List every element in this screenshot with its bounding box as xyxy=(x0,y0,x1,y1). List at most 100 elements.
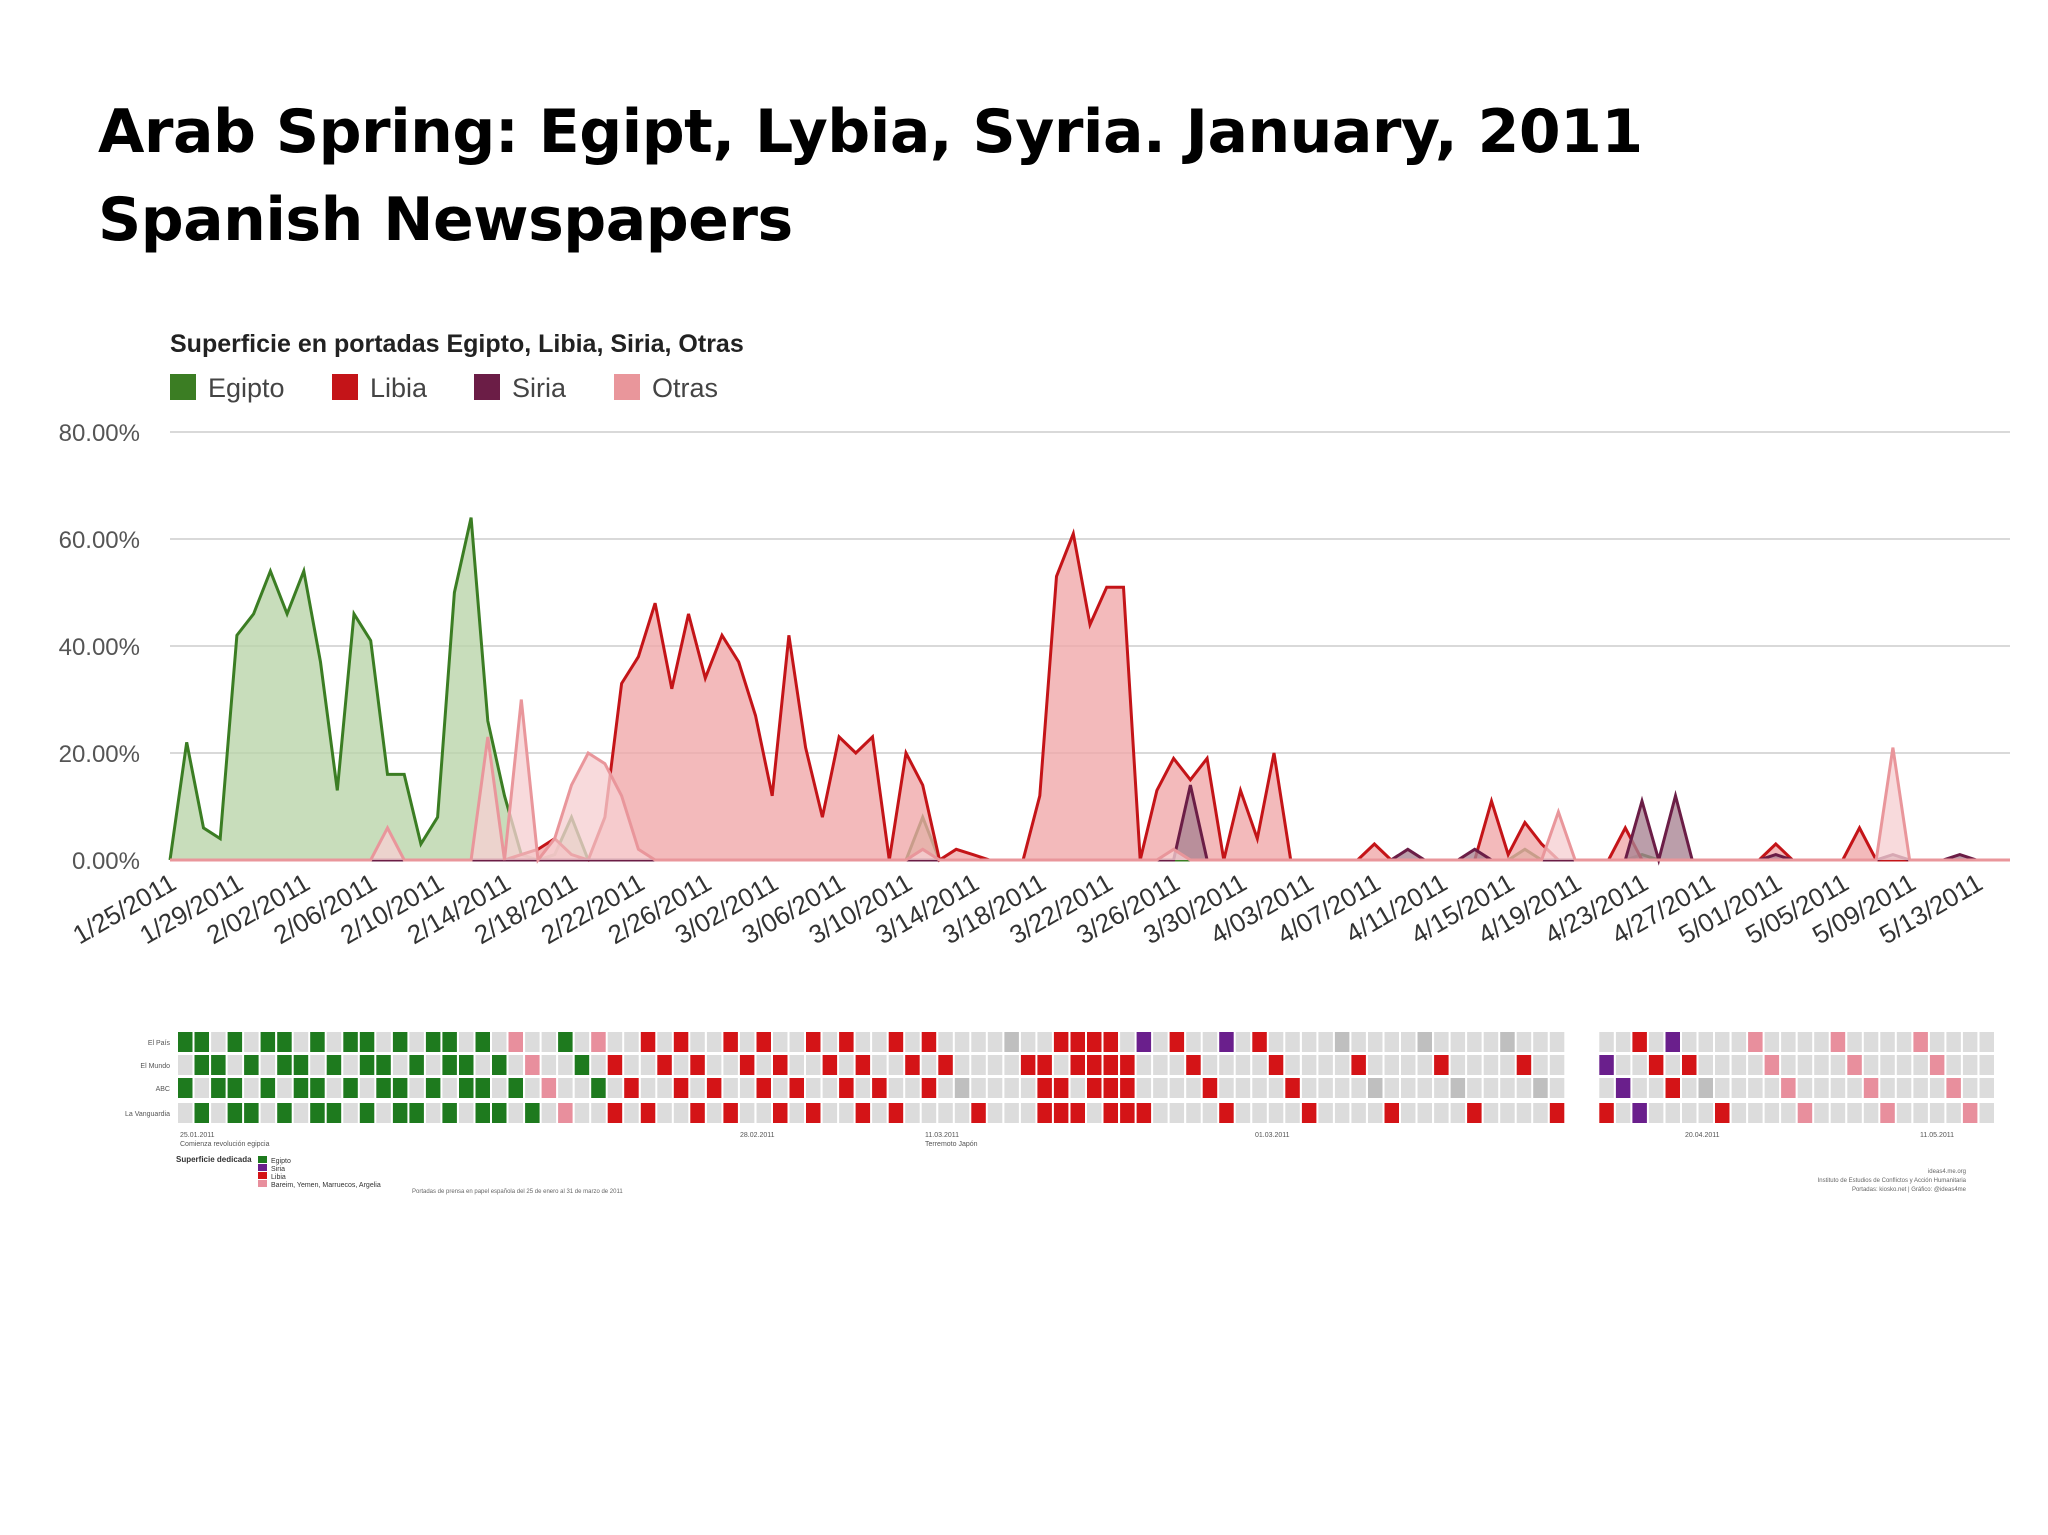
front-page-cell xyxy=(1962,1055,1978,1075)
front-page-cell xyxy=(1318,1055,1333,1075)
front-page-cell xyxy=(1946,1055,1961,1075)
front-page-cell xyxy=(607,1103,623,1123)
front-page-cell xyxy=(1087,1103,1102,1123)
front-page-cell xyxy=(525,1078,540,1098)
front-page-cell xyxy=(673,1055,689,1075)
front-page-cell xyxy=(1053,1103,1069,1123)
front-page-cell xyxy=(1087,1078,1102,1098)
front-page-cell xyxy=(525,1055,540,1075)
front-page-cell xyxy=(1268,1032,1284,1052)
front-page-cell xyxy=(392,1103,408,1123)
front-page-cell xyxy=(459,1055,474,1075)
front-page-cell xyxy=(1847,1055,1862,1075)
front-page-cell xyxy=(1467,1078,1482,1098)
front-page-cell xyxy=(1153,1032,1168,1052)
front-page-cell xyxy=(1153,1078,1168,1098)
front-page-cell xyxy=(1318,1078,1333,1098)
front-page-cell xyxy=(1120,1078,1135,1098)
legend-swatch-libia xyxy=(332,374,358,400)
strip-legend-label: Siria xyxy=(271,1166,285,1173)
front-page-cell xyxy=(392,1078,408,1098)
front-page-cell xyxy=(657,1055,672,1075)
front-page-cell xyxy=(1549,1078,1565,1098)
front-page-cell xyxy=(888,1055,904,1075)
front-page-cell xyxy=(376,1078,391,1098)
front-page-cell xyxy=(376,1032,391,1052)
front-page-cell xyxy=(1235,1055,1251,1075)
front-page-cell xyxy=(508,1078,523,1098)
front-page-cell xyxy=(277,1032,292,1052)
front-page-cell xyxy=(1880,1032,1895,1052)
front-page-cell xyxy=(1781,1055,1796,1075)
front-page-cell xyxy=(1665,1055,1680,1075)
front-page-cell xyxy=(673,1078,689,1098)
front-page-cell xyxy=(1103,1055,1118,1075)
front-page-cell xyxy=(1731,1055,1747,1075)
front-page-cell xyxy=(987,1055,1003,1075)
strip-legend-label: Libia xyxy=(271,1174,286,1181)
front-page-cell xyxy=(1665,1103,1680,1123)
front-page-cell xyxy=(591,1078,606,1098)
legend-label-egipto: Egipto xyxy=(208,373,285,403)
front-page-cell xyxy=(756,1032,771,1052)
front-page-cell xyxy=(1368,1103,1383,1123)
front-page-cell xyxy=(624,1055,639,1075)
front-page-cell xyxy=(1632,1055,1647,1075)
front-page-cell xyxy=(492,1032,507,1052)
front-page-cell xyxy=(1500,1078,1515,1098)
front-page-cell xyxy=(1830,1103,1846,1123)
front-page-cell xyxy=(921,1103,937,1123)
front-page-cell xyxy=(673,1032,689,1052)
y-tick-label: 0.00% xyxy=(72,848,140,875)
front-page-cell xyxy=(739,1055,755,1075)
front-page-cell xyxy=(178,1032,193,1052)
front-page-cell xyxy=(1863,1055,1879,1075)
front-page-cell xyxy=(1896,1032,1912,1052)
front-page-cell xyxy=(1169,1055,1185,1075)
front-page-cell xyxy=(244,1078,259,1098)
front-page-cell xyxy=(822,1032,838,1052)
front-page-cell xyxy=(442,1103,457,1123)
front-page-cell xyxy=(1615,1032,1631,1052)
front-page-cell xyxy=(1615,1078,1631,1098)
front-page-cell xyxy=(1665,1078,1680,1098)
front-page-cell xyxy=(971,1103,986,1123)
front-page-cell xyxy=(1268,1103,1284,1123)
front-page-cell xyxy=(706,1055,722,1075)
front-page-cell xyxy=(492,1055,507,1075)
front-page-cell xyxy=(938,1078,953,1098)
front-page-cell xyxy=(1384,1078,1399,1098)
front-page-cell xyxy=(1814,1032,1829,1052)
strip-date-label: 01.03.2011 xyxy=(1255,1132,1290,1139)
front-page-cell xyxy=(244,1103,259,1123)
front-page-cell xyxy=(459,1032,474,1052)
strip-legend-title: Superficie dedicada xyxy=(176,1155,252,1164)
front-page-cell xyxy=(1698,1032,1713,1052)
front-page-cell xyxy=(773,1078,788,1098)
front-page-cell xyxy=(1219,1032,1234,1052)
front-page-cell xyxy=(591,1032,606,1052)
front-page-cell xyxy=(690,1078,705,1098)
front-page-cell xyxy=(343,1078,358,1098)
front-page-cell xyxy=(1202,1032,1218,1052)
front-page-cell xyxy=(558,1032,573,1052)
front-page-cell xyxy=(1962,1103,1978,1123)
front-page-cell xyxy=(971,1055,986,1075)
strip-row-label: La Vanguardia xyxy=(125,1111,170,1118)
front-page-cell xyxy=(326,1078,342,1098)
front-page-cell xyxy=(1929,1032,1945,1052)
front-page-cell xyxy=(1814,1103,1829,1123)
front-page-cell xyxy=(1301,1055,1317,1075)
front-page-cell xyxy=(1334,1055,1350,1075)
series-area-siria xyxy=(170,785,2010,860)
front-page-cell xyxy=(1682,1032,1697,1052)
legend-swatch-siria xyxy=(474,374,500,400)
front-page-cell xyxy=(954,1032,970,1052)
front-page-cell xyxy=(1781,1103,1796,1123)
front-page-cell xyxy=(723,1078,738,1098)
front-page-cell xyxy=(1533,1055,1548,1075)
front-page-cell xyxy=(1103,1032,1118,1052)
front-page-cell xyxy=(1698,1103,1713,1123)
front-page-cell xyxy=(1946,1078,1961,1098)
front-page-cell xyxy=(425,1032,441,1052)
